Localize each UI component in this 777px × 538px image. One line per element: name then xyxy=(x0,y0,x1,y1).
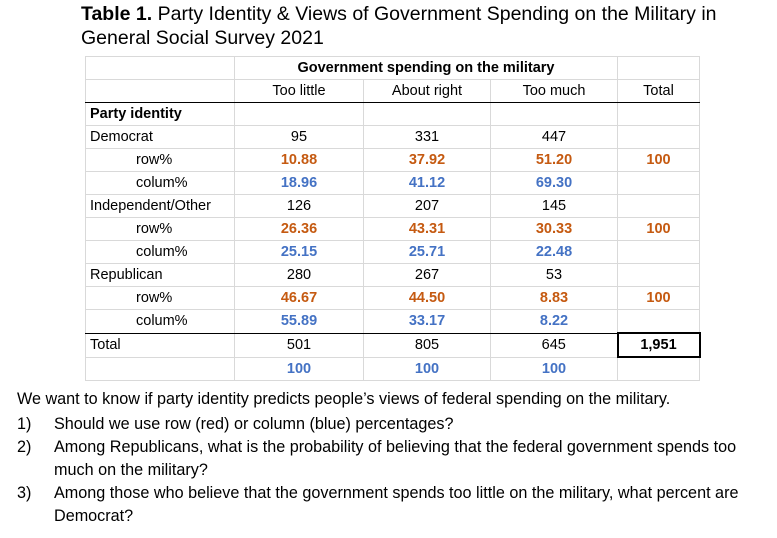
table-title-text: Party Identity & Views of Government Spe… xyxy=(81,3,717,49)
total-cell: 805 xyxy=(363,332,491,358)
row-total-cell: 100 xyxy=(617,148,700,172)
row-pct-label: row% xyxy=(85,286,235,310)
table-row: colum% 55.89 33.17 8.22 xyxy=(85,309,700,334)
column-header-about-right: About right xyxy=(363,79,491,103)
row-pct-cell: 30.33 xyxy=(490,217,618,241)
column-header-total: Total xyxy=(617,79,700,103)
group-header: Government spending on the military xyxy=(234,56,618,80)
section-label: Party identity xyxy=(85,102,235,126)
row-pct-cell: 10.88 xyxy=(234,148,364,172)
table-row: row% 26.36 43.31 30.33 100 xyxy=(85,217,700,241)
col-pct-label: colum% xyxy=(85,309,235,334)
column-header-too-little: Too little xyxy=(234,79,364,103)
question-number: 2) xyxy=(17,438,32,456)
col-pct-cell: 25.15 xyxy=(234,240,364,264)
row-pct-cell: 43.31 xyxy=(363,217,491,241)
row-total-cell: 100 xyxy=(617,286,700,310)
column-header-too-much: Too much xyxy=(490,79,618,103)
col-pct-cell: 25.71 xyxy=(363,240,491,264)
row-pct-cell: 26.36 xyxy=(234,217,364,241)
question-number: 3) xyxy=(17,484,32,502)
col-pct-label: colum% xyxy=(85,240,235,264)
row-pct-cell: 51.20 xyxy=(490,148,618,172)
row-pct-cell: 37.92 xyxy=(363,148,491,172)
row-pct-label: row% xyxy=(85,217,235,241)
table-row: row% 10.88 37.92 51.20 100 xyxy=(85,148,700,172)
question-text: Among those who believe that the governm… xyxy=(54,484,739,525)
total-cell: 645 xyxy=(490,332,618,358)
total-cell: 501 xyxy=(234,332,364,358)
group-label-republican: Republican xyxy=(85,263,235,287)
row-total-cell: 100 xyxy=(617,217,700,241)
col-pct-cell: 69.30 xyxy=(490,171,618,195)
col-total-pct-cell: 100 xyxy=(363,356,491,381)
col-pct-cell: 8.22 xyxy=(490,309,618,334)
row-pct-label: row% xyxy=(85,148,235,172)
col-total-pct-row: 100 100 100 xyxy=(85,356,700,381)
col-pct-cell: 55.89 xyxy=(234,309,364,334)
question-text: Among Republicans, what is the probabili… xyxy=(54,438,737,479)
group-label-democrat: Democrat xyxy=(85,125,235,149)
header-row-columns: Too little About right Too much Total xyxy=(85,79,700,103)
col-pct-cell: 22.48 xyxy=(490,240,618,264)
table-row: colum% 25.15 25.71 22.48 xyxy=(85,240,700,264)
table-row: Independent/Other 126 207 145 xyxy=(85,194,700,218)
header-row-group: Government spending on the military xyxy=(85,56,700,80)
table-row: Democrat 95 331 447 xyxy=(85,125,700,149)
col-pct-cell: 41.12 xyxy=(363,171,491,195)
count-cell: 267 xyxy=(363,263,491,287)
group-label-independent: Independent/Other xyxy=(85,194,235,218)
total-row: Total 501 805 645 1,951 xyxy=(85,332,701,358)
count-cell: 280 xyxy=(234,263,364,287)
col-pct-label: colum% xyxy=(85,171,235,195)
questions-block: We want to know if party identity predic… xyxy=(17,388,769,528)
total-label: Total xyxy=(85,332,235,358)
count-cell: 207 xyxy=(363,194,491,218)
col-pct-cell: 18.96 xyxy=(234,171,364,195)
col-total-pct-cell: 100 xyxy=(234,356,364,381)
count-cell: 95 xyxy=(234,125,364,149)
count-cell: 53 xyxy=(490,263,618,287)
table-row: row% 46.67 44.50 8.83 100 xyxy=(85,286,700,310)
row-pct-cell: 44.50 xyxy=(363,286,491,310)
table-row: Republican 280 267 53 xyxy=(85,263,700,287)
row-pct-cell: 8.83 xyxy=(490,286,618,310)
section-row: Party identity xyxy=(85,102,700,126)
row-pct-cell: 46.67 xyxy=(234,286,364,310)
count-cell: 126 xyxy=(234,194,364,218)
col-total-pct-cell: 100 xyxy=(490,356,618,381)
table-row: colum% 18.96 41.12 69.30 xyxy=(85,171,700,195)
table-title-label: Table 1. xyxy=(81,3,153,25)
table-title: Table 1. Party Identity & Views of Gover… xyxy=(81,2,761,50)
count-cell: 331 xyxy=(363,125,491,149)
col-pct-cell: 33.17 xyxy=(363,309,491,334)
crosstab-table: Government spending on the military Too … xyxy=(85,56,701,381)
count-cell: 447 xyxy=(490,125,618,149)
question-item: 1) Should we use row (red) or column (bl… xyxy=(17,413,769,436)
grand-total-cell: 1,951 xyxy=(616,332,701,358)
questions-intro: We want to know if party identity predic… xyxy=(17,390,671,408)
count-cell: 145 xyxy=(490,194,618,218)
question-text: Should we use row (red) or column (blue)… xyxy=(54,415,454,433)
question-number: 1) xyxy=(17,415,32,433)
question-item: 3) Among those who believe that the gove… xyxy=(17,482,769,528)
question-item: 2) Among Republicans, what is the probab… xyxy=(17,436,769,482)
